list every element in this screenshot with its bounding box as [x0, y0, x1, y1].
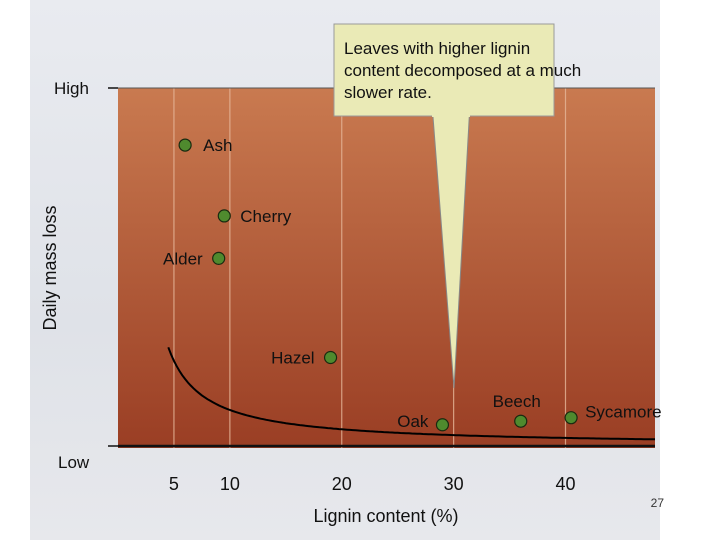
- y-tick-label-low: Low: [58, 453, 90, 472]
- data-label-oak: Oak: [397, 412, 429, 431]
- data-label-alder: Alder: [163, 249, 203, 268]
- x-axis-title: Lignin content (%): [313, 506, 458, 526]
- callout-text-line: slower rate.: [344, 83, 432, 102]
- callout-text-line: content decomposed at a much: [344, 61, 581, 80]
- data-point-cherry: [217, 209, 231, 223]
- data-label-cherry: Cherry: [240, 207, 292, 226]
- x-tick-label: 5: [169, 474, 179, 494]
- x-tick-label: 40: [555, 474, 575, 494]
- data-point-sycamore: [564, 411, 578, 425]
- callout-box: [333, 23, 555, 117]
- x-tick-label: 10: [220, 474, 240, 494]
- callout-text-line: Leaves with higher lignin: [344, 39, 530, 58]
- data-label-beech: Beech: [493, 392, 541, 411]
- x-tick-label: 20: [332, 474, 352, 494]
- axis-labels: High Low 5 10 20 30 40 Lignin content (%) Daily …: [40, 79, 576, 526]
- data-label-sycamore: Sycamore: [585, 403, 662, 422]
- annotation-callout: Leaves with higher lignin content decompo…: [333, 23, 581, 389]
- data-point-alder: [212, 251, 226, 265]
- data-point-oak: [435, 418, 450, 432]
- data-points: Ash Cherry Alder Hazel Oak Beech Sycamore: [163, 136, 662, 432]
- data-point-hazel: [323, 350, 338, 365]
- data-label-hazel: Hazel: [271, 349, 314, 368]
- data-point-ash: [178, 138, 192, 152]
- data-point-beech: [514, 414, 528, 428]
- y-axis-title: Daily mass loss: [40, 205, 60, 330]
- y-tick-label-high: High: [54, 79, 89, 98]
- x-tick-label: 30: [444, 474, 464, 494]
- trend-curve: [167, 346, 655, 441]
- page-number: 27: [650, 496, 664, 510]
- data-label-ash: Ash: [203, 136, 232, 155]
